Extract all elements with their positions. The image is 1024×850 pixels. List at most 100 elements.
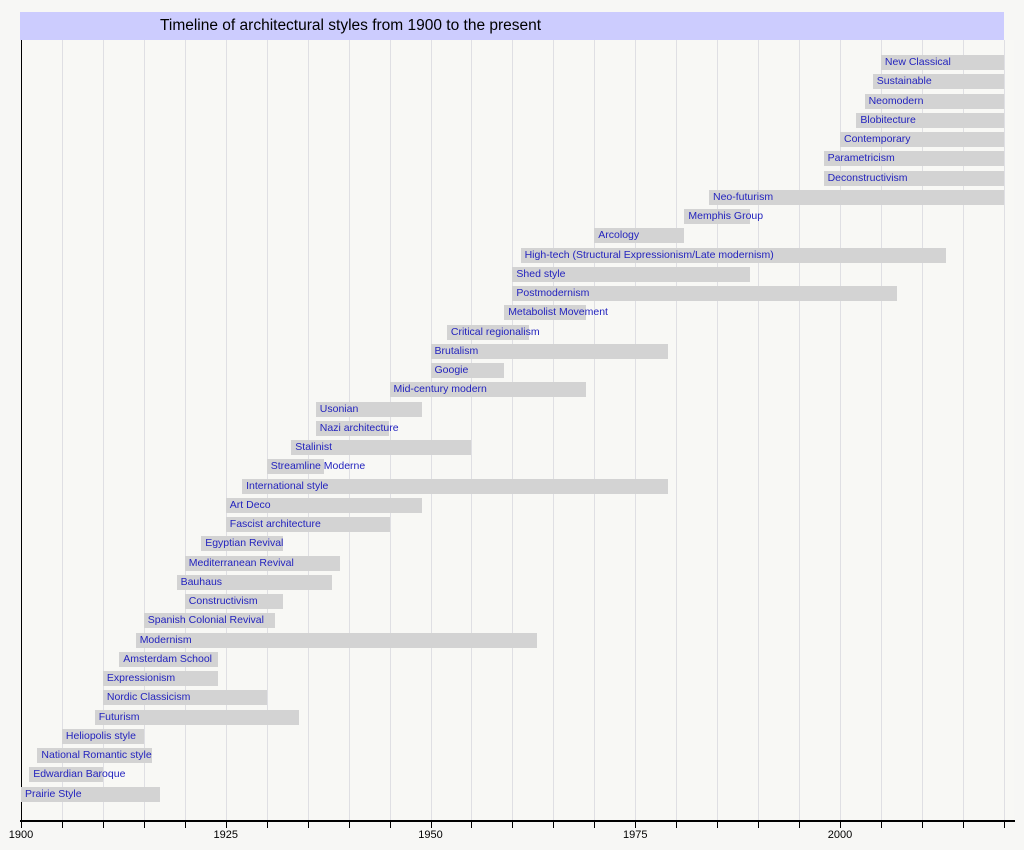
timeline-bar bbox=[823, 151, 1004, 167]
gridline bbox=[307, 40, 309, 820]
timeline-bar bbox=[37, 748, 153, 763]
style-label: High-tech (Structural Expressionism/Late… bbox=[524, 248, 774, 261]
style-label: Constructivism bbox=[188, 595, 258, 607]
style-label: Neo-futurism bbox=[713, 190, 774, 203]
gridline bbox=[471, 40, 473, 820]
timeline-bar bbox=[389, 382, 587, 398]
timeline-bar bbox=[135, 632, 537, 648]
style-label: Egyptian Revival bbox=[205, 537, 284, 550]
axis-tick-label: 2000 bbox=[827, 829, 853, 841]
axis-tick bbox=[758, 822, 760, 828]
y-axis-line bbox=[21, 40, 22, 821]
timeline-bar bbox=[291, 440, 472, 455]
axis-tick bbox=[266, 822, 268, 828]
style-label: Spanish Colonial Revival bbox=[147, 614, 264, 627]
timeline-bar bbox=[184, 594, 284, 609]
style-label: Heliopolis style bbox=[65, 729, 136, 742]
timeline-bar bbox=[446, 324, 529, 340]
axis-tick bbox=[143, 822, 145, 828]
timeline-bar bbox=[119, 651, 218, 667]
timeline-bar bbox=[840, 132, 1004, 147]
timeline-bar bbox=[684, 209, 750, 224]
gridline bbox=[921, 40, 923, 820]
style-label: Futurism bbox=[98, 710, 140, 723]
style-label: Shed style bbox=[516, 267, 566, 280]
gridline bbox=[225, 40, 227, 820]
timeline-bar bbox=[225, 517, 390, 532]
gridline bbox=[758, 40, 760, 820]
axis-tick bbox=[102, 822, 104, 828]
timeline-bar bbox=[225, 497, 423, 513]
style-label: Edwardian Baroque bbox=[33, 768, 126, 781]
gridline bbox=[635, 40, 637, 820]
axis-tick bbox=[471, 822, 473, 828]
style-label: International style bbox=[246, 479, 329, 492]
axis-tick bbox=[1003, 822, 1005, 828]
gridline bbox=[840, 40, 841, 820]
timeline-bar bbox=[184, 555, 341, 571]
gridline bbox=[880, 40, 882, 820]
page-title: Timeline of architectural styles from 19… bbox=[160, 17, 542, 34]
x-axis-line bbox=[20, 820, 1015, 822]
gridline bbox=[184, 40, 186, 820]
timeline-bar bbox=[504, 305, 587, 321]
axis-tick bbox=[512, 822, 514, 828]
style-label: Googie bbox=[434, 364, 469, 376]
timeline-bar bbox=[102, 690, 267, 706]
title-bar: Timeline of architectural styles from 19… bbox=[20, 12, 1004, 40]
timeline-bar bbox=[856, 112, 1004, 128]
timeline-bar bbox=[512, 266, 750, 282]
axis-tick bbox=[880, 822, 882, 828]
axis-tick bbox=[921, 822, 923, 828]
axis-tick-label: 1950 bbox=[418, 829, 443, 841]
axis-tick bbox=[430, 822, 432, 828]
style-label: Streamline Moderne bbox=[270, 460, 366, 473]
timeline-bar bbox=[512, 286, 898, 301]
style-label: National Romantic style bbox=[41, 749, 152, 761]
style-label: Arcology bbox=[598, 229, 640, 242]
timeline-bar bbox=[880, 55, 1004, 70]
axis-tick bbox=[799, 822, 800, 828]
axis-tick bbox=[676, 822, 678, 828]
style-label: Neomodern bbox=[868, 94, 924, 107]
style-label: Deconstructivism bbox=[827, 171, 908, 184]
style-label: Fascist architecture bbox=[229, 518, 321, 530]
axis-tick bbox=[21, 822, 22, 828]
gridline bbox=[962, 40, 964, 820]
axis-tick-label: 1925 bbox=[213, 829, 239, 841]
plot-area bbox=[21, 40, 1014, 820]
style-label: Stalinist bbox=[295, 441, 333, 453]
axis-tick bbox=[594, 822, 596, 828]
style-label: Prairie Style bbox=[25, 787, 82, 800]
axis-tick bbox=[635, 822, 637, 828]
timeline-bar bbox=[143, 613, 275, 629]
gridline bbox=[266, 40, 268, 820]
axis-tick bbox=[307, 822, 309, 828]
timeline-bar bbox=[520, 247, 947, 263]
style-label: Expressionism bbox=[106, 672, 176, 684]
axis-tick bbox=[717, 822, 719, 828]
timeline-bar bbox=[94, 709, 300, 725]
axis-tick bbox=[389, 822, 391, 828]
timeline-bar bbox=[823, 170, 1004, 186]
style-label: Bauhaus bbox=[180, 575, 223, 588]
style-label: Modernism bbox=[139, 633, 192, 646]
timeline-bar bbox=[315, 420, 390, 436]
axis-tick bbox=[225, 822, 227, 828]
style-label: Sustainable bbox=[876, 75, 932, 88]
timeline-bar bbox=[266, 459, 324, 475]
style-label: Mid-century modern bbox=[393, 383, 487, 396]
style-label: Memphis Group bbox=[688, 210, 764, 222]
timeline-bar bbox=[430, 363, 505, 378]
gridline bbox=[61, 40, 63, 820]
axis-tick-label: 1975 bbox=[623, 829, 648, 841]
axis-tick bbox=[184, 822, 186, 828]
timeline-bar bbox=[21, 786, 161, 802]
gridline bbox=[676, 40, 678, 820]
gridline bbox=[799, 40, 800, 820]
timeline-bar bbox=[709, 189, 1004, 205]
style-label: Metabolist Movement bbox=[508, 306, 608, 319]
axis-tick bbox=[348, 822, 350, 828]
axis-tick-label: 1900 bbox=[8, 829, 34, 841]
style-label: Contemporary bbox=[844, 133, 911, 145]
